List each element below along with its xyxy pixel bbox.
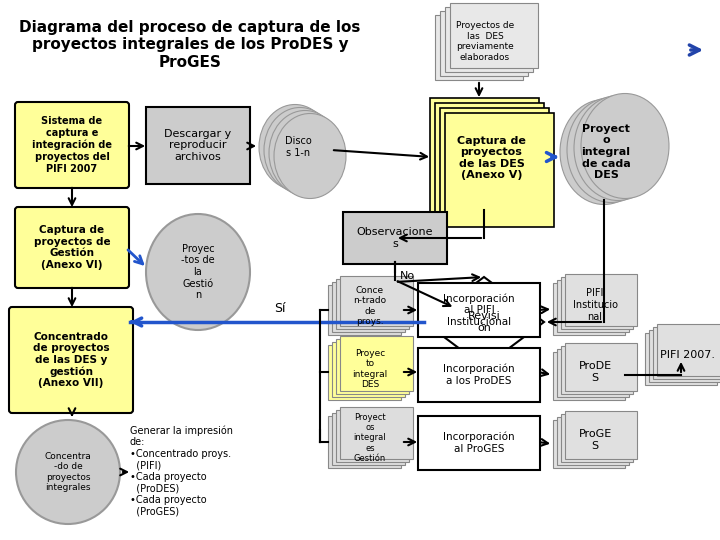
FancyBboxPatch shape bbox=[340, 336, 413, 391]
Ellipse shape bbox=[581, 93, 669, 199]
FancyBboxPatch shape bbox=[561, 414, 633, 462]
Text: Incorporación
al ProGES: Incorporación al ProGES bbox=[444, 432, 515, 454]
FancyBboxPatch shape bbox=[557, 417, 629, 465]
FancyBboxPatch shape bbox=[553, 283, 625, 335]
FancyBboxPatch shape bbox=[557, 280, 629, 332]
FancyBboxPatch shape bbox=[649, 330, 720, 382]
Text: Incorporación
a los ProDES: Incorporación a los ProDES bbox=[444, 364, 515, 386]
FancyBboxPatch shape bbox=[328, 416, 401, 468]
FancyBboxPatch shape bbox=[561, 277, 633, 329]
FancyBboxPatch shape bbox=[332, 342, 405, 397]
Ellipse shape bbox=[146, 214, 250, 330]
Ellipse shape bbox=[560, 99, 648, 205]
Text: Diagrama del proceso de captura de los
proyectos integrales de los ProDES y
ProG: Diagrama del proceso de captura de los p… bbox=[19, 20, 361, 70]
FancyBboxPatch shape bbox=[553, 420, 625, 468]
FancyBboxPatch shape bbox=[553, 352, 625, 400]
FancyBboxPatch shape bbox=[332, 413, 405, 465]
FancyBboxPatch shape bbox=[440, 11, 528, 76]
FancyBboxPatch shape bbox=[340, 407, 413, 459]
FancyBboxPatch shape bbox=[645, 333, 717, 385]
FancyBboxPatch shape bbox=[146, 107, 250, 184]
Text: Incorporación
al PIFI
Institucional: Incorporación al PIFI Institucional bbox=[444, 293, 515, 327]
Ellipse shape bbox=[16, 420, 120, 524]
Text: Sí: Sí bbox=[274, 302, 286, 315]
Text: Observacione
s: Observacione s bbox=[356, 227, 433, 249]
Text: No: No bbox=[400, 271, 415, 281]
FancyBboxPatch shape bbox=[565, 343, 637, 391]
Text: Generar la impresión
de:
•Concentrado proys.
  (PIFI)
•Cada proyecto
  (ProDES)
: Generar la impresión de: •Concentrado pr… bbox=[130, 425, 233, 517]
FancyBboxPatch shape bbox=[336, 279, 409, 329]
FancyBboxPatch shape bbox=[9, 307, 133, 413]
FancyBboxPatch shape bbox=[565, 411, 637, 459]
FancyBboxPatch shape bbox=[343, 212, 447, 264]
Text: Revisi
ón: Revisi ón bbox=[467, 311, 500, 333]
Text: Proyect
os
integral
es
Gestión: Proyect os integral es Gestión bbox=[354, 413, 387, 463]
Ellipse shape bbox=[259, 105, 331, 190]
Text: Captura de
proyectos de
Gestión
(Anexo VI): Captura de proyectos de Gestión (Anexo V… bbox=[34, 225, 110, 270]
Text: ProDE
S: ProDE S bbox=[578, 361, 611, 383]
Text: Descargar y
reproducir
archivos: Descargar y reproducir archivos bbox=[164, 129, 232, 162]
FancyBboxPatch shape bbox=[328, 345, 401, 400]
FancyBboxPatch shape bbox=[450, 3, 538, 68]
Text: Proyec
-tos de
la
Gestió
n: Proyec -tos de la Gestió n bbox=[181, 244, 215, 300]
FancyBboxPatch shape bbox=[565, 274, 637, 326]
FancyBboxPatch shape bbox=[328, 285, 401, 335]
Text: Proyect
o
integral
de cada
DES: Proyect o integral de cada DES bbox=[582, 124, 631, 180]
Text: Conce
n-trado
de
proys.: Conce n-trado de proys. bbox=[354, 286, 387, 326]
Text: PIFI
Institucio
nal: PIFI Institucio nal bbox=[572, 288, 618, 322]
FancyBboxPatch shape bbox=[340, 276, 413, 326]
FancyBboxPatch shape bbox=[418, 416, 540, 470]
Ellipse shape bbox=[574, 96, 662, 200]
FancyBboxPatch shape bbox=[435, 103, 544, 217]
FancyBboxPatch shape bbox=[435, 15, 523, 80]
Ellipse shape bbox=[269, 111, 341, 195]
FancyBboxPatch shape bbox=[557, 349, 629, 397]
Text: Concentra
-do de
proyectos
integrales: Concentra -do de proyectos integrales bbox=[45, 452, 91, 492]
Ellipse shape bbox=[567, 98, 655, 202]
FancyBboxPatch shape bbox=[15, 207, 129, 288]
FancyBboxPatch shape bbox=[418, 348, 540, 402]
FancyBboxPatch shape bbox=[332, 282, 405, 332]
FancyBboxPatch shape bbox=[336, 410, 409, 462]
Text: PIFI 2007.: PIFI 2007. bbox=[660, 350, 714, 360]
FancyBboxPatch shape bbox=[440, 108, 549, 222]
FancyBboxPatch shape bbox=[418, 283, 540, 337]
FancyBboxPatch shape bbox=[336, 339, 409, 394]
Ellipse shape bbox=[274, 113, 346, 199]
FancyBboxPatch shape bbox=[653, 327, 720, 379]
Text: ProGE
S: ProGE S bbox=[578, 429, 611, 451]
FancyBboxPatch shape bbox=[430, 98, 539, 212]
FancyBboxPatch shape bbox=[445, 113, 554, 227]
Ellipse shape bbox=[264, 107, 336, 192]
FancyBboxPatch shape bbox=[561, 346, 633, 394]
Text: Proyec
to
integral
DES: Proyec to integral DES bbox=[352, 349, 387, 389]
Polygon shape bbox=[424, 277, 544, 367]
Text: Sistema de
captura e
integración de
proyectos del
PIFI 2007: Sistema de captura e integración de proy… bbox=[32, 117, 112, 173]
Text: Concentrado
de proyectos
de las DES y
gestión
(Anexo VII): Concentrado de proyectos de las DES y ge… bbox=[32, 332, 109, 388]
FancyBboxPatch shape bbox=[657, 324, 720, 376]
FancyBboxPatch shape bbox=[445, 7, 533, 72]
FancyBboxPatch shape bbox=[15, 102, 129, 188]
Text: Proyectos de
las  DES
previamente
elaborados: Proyectos de las DES previamente elabora… bbox=[456, 22, 514, 62]
Text: Disco
s 1-n: Disco s 1-n bbox=[284, 136, 311, 158]
Text: Captura de
proyectos
de las DES
(Anexo V): Captura de proyectos de las DES (Anexo V… bbox=[457, 136, 526, 180]
